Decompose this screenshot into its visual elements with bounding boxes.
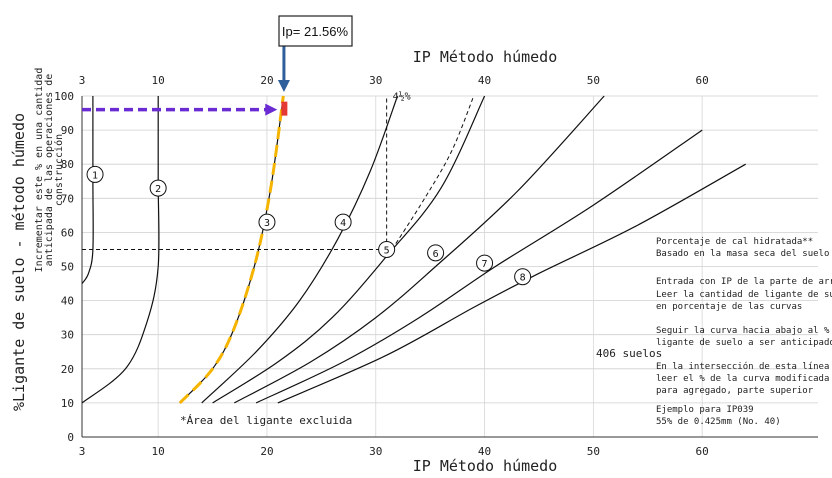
note-line: para agregado, parte superior [656, 386, 814, 396]
y-axis-subtitle-line1: Incrementar este % en una cantidad [34, 68, 45, 273]
note-line: 55% de 0.425mm (No. 40) [656, 417, 781, 427]
curve-number-label: 2 [155, 184, 161, 195]
guide-percent-label: 4½% [393, 90, 411, 102]
series-line-6 [234, 95, 605, 404]
y-axis-subtitle-line3: construcción [53, 134, 65, 206]
y-axis-subtitle-line2: anticipada de las operaciones de [44, 74, 55, 267]
curve-number-circle [514, 268, 532, 286]
series-line-7 [255, 129, 703, 404]
series-line-1 [81, 96, 94, 284]
axes: 0 10 20 30 40 50 60 70 80 90 100 3 10 20 30 40 50 60 3 10 20… [54, 74, 818, 458]
note-line: Entrada con IP de la parte de arriba [656, 277, 832, 287]
note-line: leer el % de la curva modificada [656, 374, 829, 384]
curve-number-label: 6 [433, 249, 439, 260]
curve-number-label: 8 [520, 273, 526, 284]
blue-arrow-head [277, 80, 290, 92]
curve-number-circle [258, 213, 276, 231]
y-tick-label: 70 [61, 192, 74, 205]
curve-number-circle [86, 165, 104, 183]
y-axis-subtitle: Incrementar este % en una cantidad antic… [34, 68, 65, 273]
curve-number-circle [334, 213, 352, 231]
curve-number-circle [149, 179, 167, 197]
y-tick-label: 100 [54, 90, 74, 103]
x-tick-label-top: 50 [587, 74, 600, 87]
y-tick-label: 20 [61, 363, 74, 376]
note-line: en porcentaje de las curvas [656, 302, 802, 312]
overlays [82, 46, 388, 404]
soil-count-label: 406 suelos [596, 347, 662, 360]
purple-arrow-head [265, 103, 278, 116]
y-tick-label: 30 [61, 329, 74, 342]
y-tick-label: 60 [61, 226, 74, 239]
note-line: Basado en la masa seca del suelo [656, 249, 829, 259]
x-tick-label-top: 20 [260, 74, 273, 87]
x-tick-label-bottom: 50 [587, 445, 600, 458]
x-tick-label-top: 60 [696, 74, 709, 87]
note-line: Seguir la curva hacia abajo al % de [656, 326, 832, 336]
x-tick-label-top: 3 [79, 74, 86, 87]
note-line: Leer la cantidad de ligante de suelo [656, 290, 832, 300]
curve-number-label: 3 [264, 218, 270, 229]
series-line-8 [277, 163, 746, 404]
x-tick-label-top: 10 [152, 74, 165, 87]
curve-number-label: 5 [384, 245, 390, 256]
y-tick-label: 80 [61, 158, 74, 171]
red-intersection-marker [281, 101, 288, 116]
curves [81, 95, 746, 404]
ip-callout-box [278, 15, 353, 47]
highlight-curve-line [178, 95, 285, 404]
curve-number-label: 4 [340, 218, 346, 229]
x-tick-label-top: 30 [369, 74, 382, 87]
note-line: Ejemplo para IP039 [656, 405, 754, 415]
x-tick-label-bottom: 3 [79, 445, 86, 458]
ip-callout-label: Ip= 21.56% [282, 24, 349, 39]
series-line-4 [201, 95, 399, 404]
y-tick-label: 50 [61, 261, 74, 274]
x-tick-label-bottom: 30 [369, 445, 382, 458]
note-line: Porcentaje de cal hidratada** [656, 237, 813, 247]
note-line: ligante de suelo a ser anticipado [656, 338, 832, 348]
y-tick-label: 40 [61, 295, 74, 308]
curve-number-label: 1 [92, 170, 98, 181]
y-axis-title: %Ligante de suelo - método húmedo [10, 113, 28, 411]
curve-number-circle [427, 244, 445, 262]
series-line-2 [81, 96, 160, 404]
curve-number-label: 7 [482, 259, 488, 270]
y-tick-label: 10 [61, 397, 74, 410]
excluded-area-label: *Área del ligante excluida [180, 414, 352, 427]
y-tick-label: 90 [61, 124, 74, 137]
labels: 4½% 1 2 3 4 5 6 7 8 Porcentaje de cal hidratada**… [86, 90, 832, 427]
x-axis-bottom-title: IP Método húmedo [413, 457, 558, 475]
x-tick-label-bottom: 20 [260, 445, 273, 458]
x-tick-label-bottom: 10 [152, 445, 165, 458]
y-tick-label: 0 [67, 431, 74, 444]
curve-number-circle [378, 240, 396, 258]
curve-number-circle [476, 254, 494, 272]
x-tick-label-top: 40 [478, 74, 491, 87]
x-axis-top-title: IP Método húmedo [413, 48, 558, 66]
x-tick-label-bottom: 60 [696, 445, 709, 458]
note-line: En la intersección de esta línea [656, 361, 829, 372]
modified-curve-line [391, 95, 475, 250]
series-line-5 [212, 95, 486, 404]
x-tick-label-bottom: 40 [478, 445, 491, 458]
